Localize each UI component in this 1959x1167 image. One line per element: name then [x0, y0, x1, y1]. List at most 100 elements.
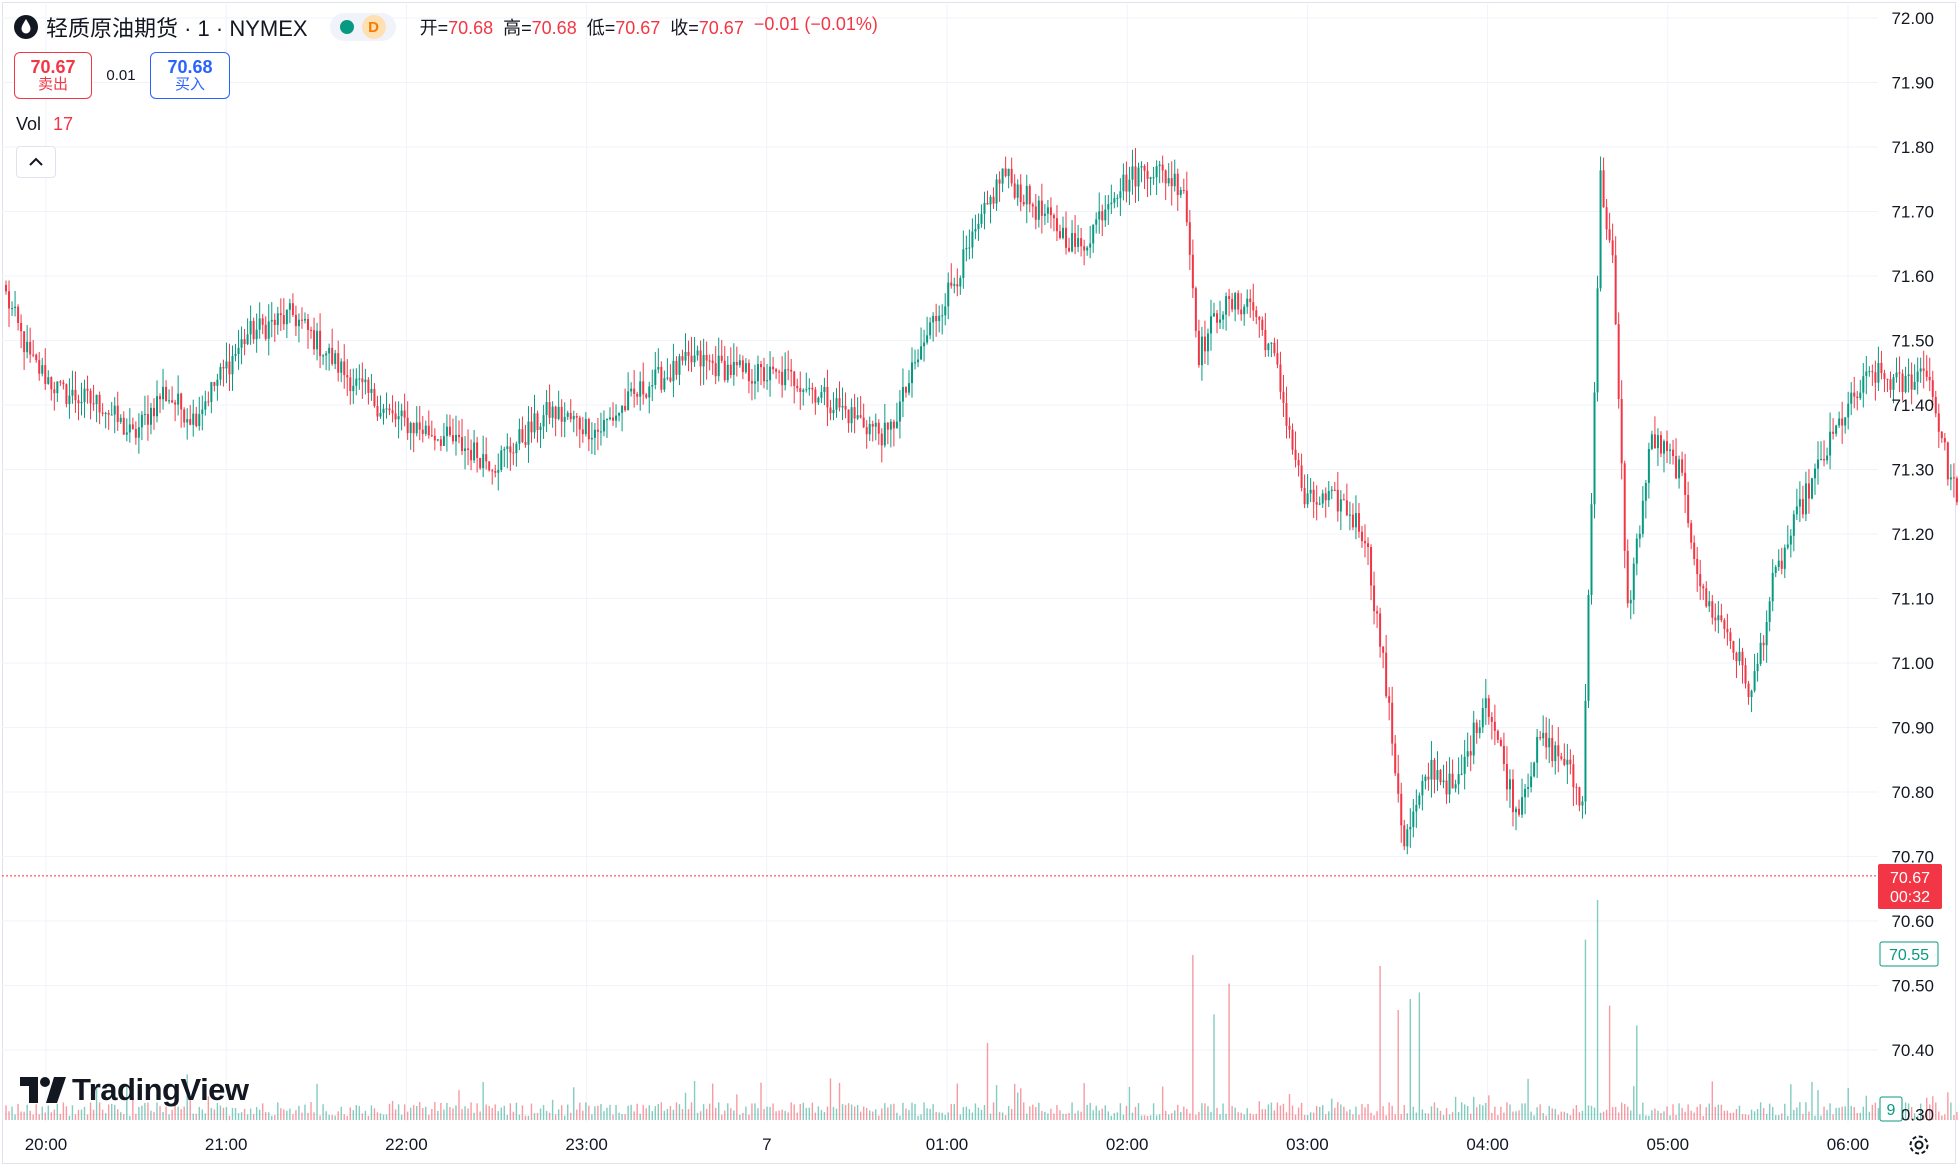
candle-body [1605, 207, 1608, 230]
candle-body [729, 364, 732, 375]
volume-bar [1367, 1103, 1369, 1120]
candle-body [1463, 756, 1466, 774]
volume-label[interactable]: Vol [16, 114, 42, 134]
volume-bar [1717, 1104, 1720, 1120]
volume-bar [651, 1111, 653, 1120]
volume-bar [539, 1108, 542, 1120]
candle-body [71, 389, 74, 396]
volume-bar [1297, 1107, 1300, 1120]
volume-bar [1322, 1105, 1324, 1120]
candle-body [1635, 538, 1638, 564]
volume-bar [416, 1105, 418, 1120]
volume-bar [8, 1111, 10, 1120]
candle-body [1898, 372, 1901, 374]
candle-body [645, 394, 648, 398]
volume-bar [1935, 1102, 1937, 1120]
volume-bar [1575, 1105, 1578, 1120]
volume-bar [718, 1102, 720, 1120]
candle-body [1545, 732, 1548, 748]
candle-body [1391, 702, 1394, 744]
candle-body [572, 416, 575, 420]
candle-body [1829, 431, 1832, 456]
candle-body [1874, 372, 1877, 383]
price-tick-label: 71.20 [1891, 525, 1934, 544]
volume-bar [787, 1112, 789, 1120]
volume-bar [1083, 1083, 1085, 1120]
volume-bar [316, 1083, 318, 1120]
volume-bar [772, 1103, 774, 1120]
candle-body [11, 308, 14, 310]
time-axis: 20:00 21:00 22:00 23:00 7 01:00 02:00 03:00 04:0… [25, 1135, 1870, 1154]
volume-bar [690, 1102, 693, 1120]
volume-bar [237, 1113, 240, 1120]
candle-body [177, 393, 180, 405]
volume-bar [944, 1114, 946, 1120]
volume-bar [177, 1106, 179, 1120]
current-price-label: 70.67 00:32 [1878, 864, 1942, 909]
volume-bar [1557, 1114, 1559, 1120]
candle-body [74, 389, 77, 401]
market-status-pill[interactable]: D [329, 13, 396, 41]
volume-bar [705, 1108, 708, 1120]
candle-body [1786, 544, 1789, 548]
volume-bar [1503, 1112, 1505, 1120]
candle-body [1258, 316, 1261, 320]
volume-bar [104, 1113, 107, 1120]
volume-bar [1651, 1110, 1653, 1120]
candle-body [291, 303, 294, 315]
symbol-title[interactable]: 轻质原油期货 · 1 · NYMEX [46, 16, 308, 41]
volume-bar [298, 1105, 300, 1120]
candle-body [349, 377, 352, 392]
candle-body [1373, 585, 1376, 612]
candle-body [1345, 500, 1348, 516]
candle-body [1714, 617, 1717, 621]
volume-bar [778, 1110, 780, 1120]
collapse-legend-button[interactable] [16, 146, 56, 178]
candle-body [1820, 459, 1823, 461]
volume-bar [739, 1114, 741, 1120]
volume-bar [811, 1102, 814, 1120]
candle-body [86, 388, 89, 391]
candle-body [512, 452, 515, 454]
volume-bar [80, 1109, 83, 1120]
settings-gear-icon[interactable] [1906, 1132, 1932, 1158]
volume-bar [1436, 1107, 1439, 1120]
candle-body [1723, 620, 1726, 629]
candle-body [747, 363, 750, 382]
volume-bar [385, 1114, 388, 1120]
price-tick-label: 70.50 [1891, 977, 1934, 996]
svg-text:70.55: 70.55 [1889, 947, 1929, 964]
candle-body [938, 315, 941, 322]
candle-body [1554, 745, 1557, 762]
candle-body [80, 401, 83, 404]
candle-body [1206, 333, 1209, 352]
volume-bar [120, 1112, 122, 1120]
volume-bar [805, 1107, 807, 1120]
candle-body [651, 385, 654, 387]
volume-bar [1337, 1102, 1339, 1120]
candle-body [334, 353, 337, 364]
volume-bar [1587, 1105, 1590, 1120]
volume-bar [1246, 1108, 1248, 1120]
buy-button[interactable]: 70.68 买入 [150, 52, 230, 99]
volume-bar [1412, 1106, 1415, 1120]
candle-body [1527, 786, 1530, 789]
candle-body [488, 461, 491, 471]
candle-body [926, 335, 929, 343]
candle-body [1505, 764, 1508, 790]
volume-bar [1720, 1104, 1723, 1120]
candle-body [883, 422, 886, 446]
volume-bar [286, 1110, 288, 1120]
candle-body [799, 388, 802, 392]
tradingview-logo[interactable]: TradingView [20, 1072, 249, 1108]
volume-bar [1189, 1113, 1191, 1120]
candle-body [1699, 574, 1702, 587]
candle-body [397, 416, 400, 420]
volume-bar [446, 1102, 448, 1120]
volume-bar [971, 1112, 974, 1120]
volume-bar [542, 1105, 545, 1120]
sell-button[interactable]: 70.67 卖出 [14, 52, 92, 99]
candle-body [1759, 642, 1762, 664]
volume-bar [1714, 1106, 1717, 1120]
